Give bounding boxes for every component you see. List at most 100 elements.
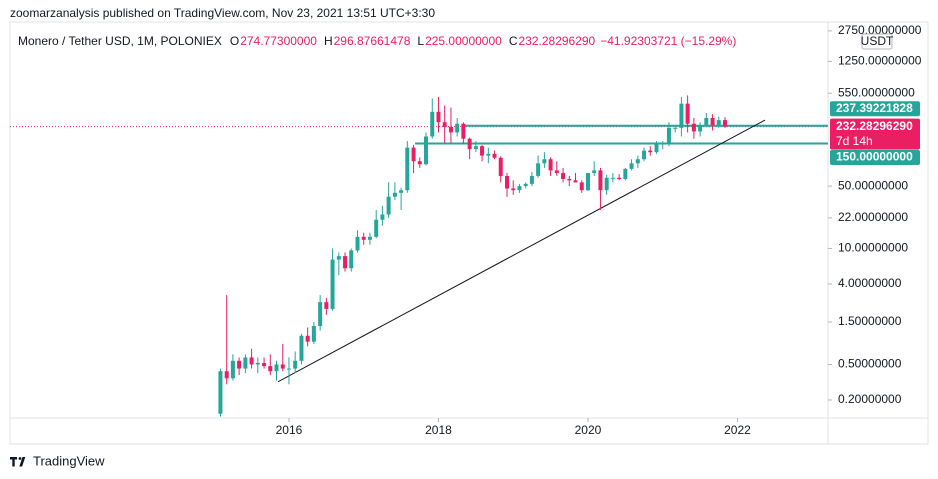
- candle-body: [691, 123, 696, 132]
- candle-body: [318, 302, 323, 327]
- candle-body: [554, 170, 559, 174]
- candle-body: [579, 182, 584, 191]
- candle-body: [374, 219, 379, 237]
- candle-body: [704, 118, 709, 127]
- y-tick-label: 1250.00000000: [838, 54, 922, 68]
- trendline: [277, 119, 766, 383]
- legend-ohlc-value: 232.28296290: [518, 34, 595, 48]
- candle-body: [635, 159, 640, 164]
- candle-body: [536, 163, 541, 176]
- candle-body: [218, 371, 223, 414]
- y-tick-label: 0.50000000: [838, 357, 902, 371]
- y-tick-label: 2750.00000000: [838, 23, 922, 37]
- candle-body: [423, 136, 428, 165]
- candle-body: [380, 214, 385, 220]
- candle-body: [349, 250, 354, 269]
- level-price-label-box: [830, 150, 920, 166]
- candle-body: [561, 173, 566, 180]
- candle-body: [467, 138, 472, 150]
- candle-body: [685, 103, 690, 124]
- y-tick-label: 550.00000000: [838, 85, 915, 99]
- y-tick-label: 50.00000000: [838, 178, 908, 192]
- level-price-label: 237.39221828: [836, 101, 913, 115]
- candle-body: [293, 360, 298, 369]
- countdown-label: 7d 14h: [836, 134, 873, 148]
- candle-body: [311, 326, 316, 342]
- candle-body: [461, 123, 466, 139]
- y-tick-label: 1.50000000: [838, 314, 902, 328]
- candle-body: [386, 196, 391, 215]
- candle-body: [486, 153, 491, 156]
- candle-body: [698, 126, 703, 132]
- candle-body: [722, 120, 727, 127]
- x-tick-label: 2022: [724, 423, 751, 437]
- candle-body: [648, 150, 653, 153]
- candle-body: [224, 371, 229, 379]
- x-tick-label: 2016: [276, 423, 303, 437]
- candle-body: [666, 127, 671, 144]
- candle-body: [262, 362, 267, 367]
- candle-body: [436, 111, 441, 123]
- legend-ohlc-label: O: [230, 34, 239, 48]
- candle-body: [523, 183, 528, 187]
- candle-body: [299, 335, 304, 361]
- candle-body: [610, 177, 615, 179]
- currency-label: USDT: [861, 34, 894, 48]
- byline: zoomarzanalysis published on TradingView…: [10, 6, 435, 20]
- candle-body: [592, 170, 597, 174]
- candle-body: [417, 161, 422, 165]
- candle-body: [517, 186, 522, 191]
- candle-body: [361, 236, 366, 240]
- footer-brand: TradingView: [33, 453, 105, 468]
- y-tick-label: 4.00000000: [838, 276, 902, 290]
- candle-body: [654, 143, 659, 153]
- candle-body: [548, 159, 553, 171]
- candle-body: [399, 190, 404, 193]
- legend-change: −41.92303721 (−15.29%): [600, 34, 736, 48]
- tradingview-logo: [10, 457, 26, 467]
- candle-body: [542, 159, 547, 164]
- candle-body: [455, 123, 460, 133]
- candle-body: [405, 147, 410, 191]
- x-tick-label: 2020: [575, 423, 602, 437]
- candle-body: [230, 360, 235, 379]
- legend-ohlc-label: H: [324, 34, 333, 48]
- candle-body: [505, 175, 510, 189]
- candle-body: [604, 177, 609, 191]
- candle-body: [249, 357, 254, 365]
- y-tick-label: 10.00000000: [838, 241, 908, 255]
- candle-body: [430, 111, 435, 137]
- x-tick-label: 2018: [425, 423, 452, 437]
- legend-title: Monero / Tether USD, 1M, POLONIEX: [18, 34, 222, 48]
- candle-body: [343, 256, 348, 269]
- candle-body: [355, 236, 360, 251]
- candle-body: [336, 256, 341, 260]
- legend-ohlc-value: 274.77300000: [240, 34, 317, 48]
- legend-ohlc-label: C: [509, 34, 518, 48]
- candle-body: [480, 146, 485, 156]
- candle-body: [305, 335, 310, 342]
- candle-body: [237, 360, 242, 369]
- level-price-label: 150.00000000: [836, 150, 913, 164]
- candle-body: [330, 259, 335, 309]
- legend-ohlc-value: 296.87661478: [334, 34, 411, 48]
- candle-body: [617, 177, 622, 180]
- candle-body: [642, 150, 647, 160]
- last-price-label: 232.28296290: [836, 119, 913, 133]
- candle-body: [567, 179, 572, 181]
- candle-body: [255, 362, 260, 365]
- candle-body: [243, 357, 248, 369]
- candle-body: [324, 302, 329, 309]
- legend-ohlc-value: 225.00000000: [425, 34, 502, 48]
- candle-body: [392, 192, 397, 197]
- candle-body: [598, 170, 603, 191]
- candle-body: [268, 366, 273, 372]
- y-tick-label: 22.00000000: [838, 210, 908, 224]
- candle-body: [274, 364, 279, 372]
- candle-body: [473, 146, 478, 150]
- candle-body: [448, 126, 453, 133]
- candle-body: [280, 364, 285, 369]
- candle-body: [498, 157, 503, 176]
- candle-body: [660, 143, 665, 145]
